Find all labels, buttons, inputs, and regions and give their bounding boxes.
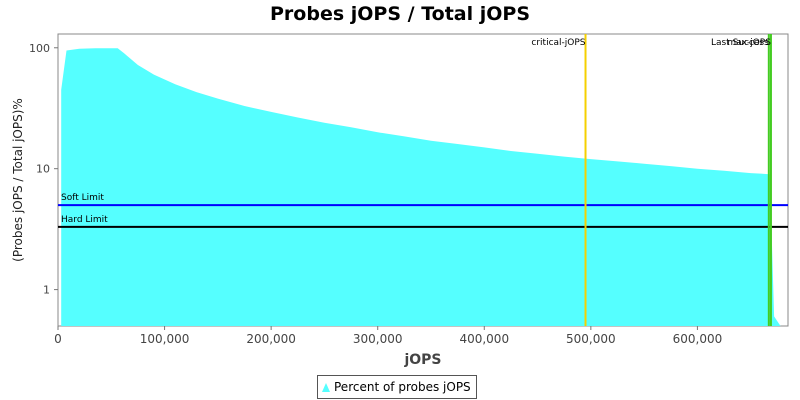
series-area-0 xyxy=(61,48,781,327)
limit-line-label: Soft Limit xyxy=(61,193,104,203)
marker-line-label: Last Success xyxy=(711,38,769,48)
x-tick-label: 500,000 xyxy=(566,332,616,346)
x-tick-label: 200,000 xyxy=(246,332,296,346)
legend: Percent of probes jOPS xyxy=(317,375,477,399)
x-tick-label: 600,000 xyxy=(673,332,723,346)
x-tick-label: 300,000 xyxy=(353,332,403,346)
marker-line-label: critical-jOPS xyxy=(531,38,585,48)
legend-swatch-icon xyxy=(322,382,330,392)
legend-label: Percent of probes jOPS xyxy=(334,380,471,394)
y-tick-label: 1 xyxy=(43,284,50,297)
chart-title: Probes jOPS / Total jOPS xyxy=(270,3,530,25)
y-tick-label: 100 xyxy=(29,42,50,55)
marker-line-label: max-jOPS xyxy=(727,38,771,48)
y-axis-label: (Probes jOPS / Total jOPS)% xyxy=(11,98,25,262)
x-tick-label: 0 xyxy=(54,332,62,346)
x-tick-label: 400,000 xyxy=(459,332,509,346)
x-tick-label: 100,000 xyxy=(140,332,190,346)
y-tick-label: 10 xyxy=(36,163,50,176)
limit-line-label: Hard Limit xyxy=(61,215,108,225)
x-axis-label: jOPS xyxy=(403,352,441,368)
